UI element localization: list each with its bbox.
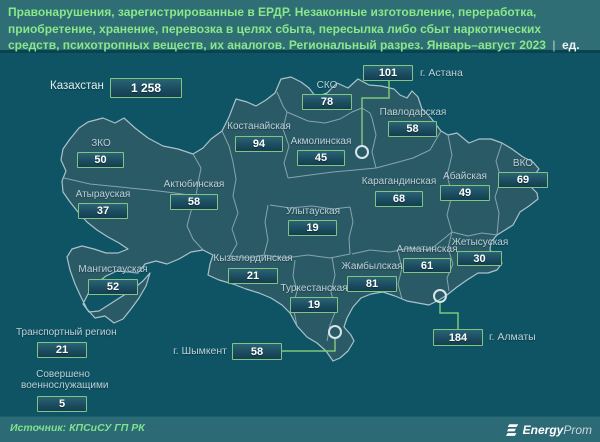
almaty-marker-icon [433,289,447,303]
region-label-akmolinskaya: Акмолинская [290,136,352,147]
city-label-almaty: г. Алматы [489,331,536,343]
energyprom-logo: EnergyProm [504,421,592,439]
region-badge-zhetysuskaya: 30 [457,251,502,266]
shymkent-marker-icon [328,325,342,339]
city-badge-almaty: 184 [433,329,483,346]
region-badge-abaiskaya: 49 [440,185,490,201]
title-unit-label: ед. [562,38,580,52]
region-label-ulytauskaya: Улытауская [285,206,341,217]
title-separator: | [552,38,556,52]
region-label-mangistauskaya: Мангистауская [78,264,148,275]
country-outline [60,76,540,362]
region-label-karagandinskaya: Карагандинская [361,176,437,187]
extra-label-transport-region: Транспортный регион [16,327,117,338]
region-label-turkestanskaya: Туркестанская [280,283,348,294]
region-label-sko: СКО [316,80,338,91]
astana-connector [361,81,390,146]
city-badge-astana: 101 [363,65,413,81]
almaty-connector [439,302,459,329]
region-badge-mangistauskaya: 52 [88,279,138,295]
region-badge-kyzylordinskaya: 21 [228,268,278,284]
region-label-pavlodarskaya: Павлодарская [379,107,447,118]
footer: Источник: КПСиСУ ГП РК EnergyProm [0,416,600,442]
region-badge-sko: 78 [302,94,352,110]
region-label-zko: ЗКО [91,138,111,149]
region-label-abaiskaya: Абайская [443,171,487,182]
logo-text-light: Prom [563,423,592,437]
region-badge-turkestanskaya: 19 [290,297,338,313]
region-label-atyrauskaya: Атырауская [75,189,131,200]
source-text: Источник: КПСиСУ ГП РК [10,422,145,434]
region-badge-vko: 69 [498,172,548,188]
header: Правонарушения, зарегистрированные в ЕРД… [0,0,600,53]
region-badge-ulytauskaya: 19 [288,220,337,236]
country-total-badge: 1 258 [110,78,182,98]
region-label-almatinskaya: Алматинская [396,244,458,255]
region-badge-zhambylskaya: 81 [347,276,397,292]
region-label-zhambylskaya: Жамбылская [341,261,403,272]
region-badge-aktyubinskaya: 58 [170,194,218,210]
page-title: Правонарушения, зарегистрированные в ЕРД… [8,5,546,52]
region-label-vko: ВКО [512,158,534,169]
extra-badge-transport-region: 21 [37,342,87,358]
shymkent-connector [282,338,336,352]
region-badge-kostanaiskaya: 94 [235,136,283,152]
region-label-kostanaiskaya: Костанайская [227,121,291,132]
region-label-aktyubinskaya: Актюбинская [163,179,225,190]
region-badge-akmolinskaya: 45 [297,150,345,166]
region-badge-almatinskaya: 61 [403,258,451,273]
region-badge-zko: 50 [77,152,124,168]
region-label-zhetysuskaya: Жетысуская [451,237,509,248]
region-badge-karagandinskaya: 68 [375,191,423,207]
extra-label-military: Совершено военнослужащими [21,369,109,391]
astana-marker-icon [355,145,369,159]
country-label: Казахстан [50,80,104,92]
region-badge-atyrauskaya: 37 [78,203,128,219]
region-label-kyzylordinskaya: Кызылординская [213,253,293,264]
logo-text-bold: Energy [522,423,564,437]
city-label-shymkent: г. Шымкент [173,345,227,357]
energyprom-icon [505,423,518,436]
city-label-astana: г. Астана [420,67,463,79]
city-badge-shymkent: 58 [232,343,282,360]
region-badge-pavlodarskaya: 58 [388,121,437,137]
extra-badge-military: 5 [37,396,87,412]
